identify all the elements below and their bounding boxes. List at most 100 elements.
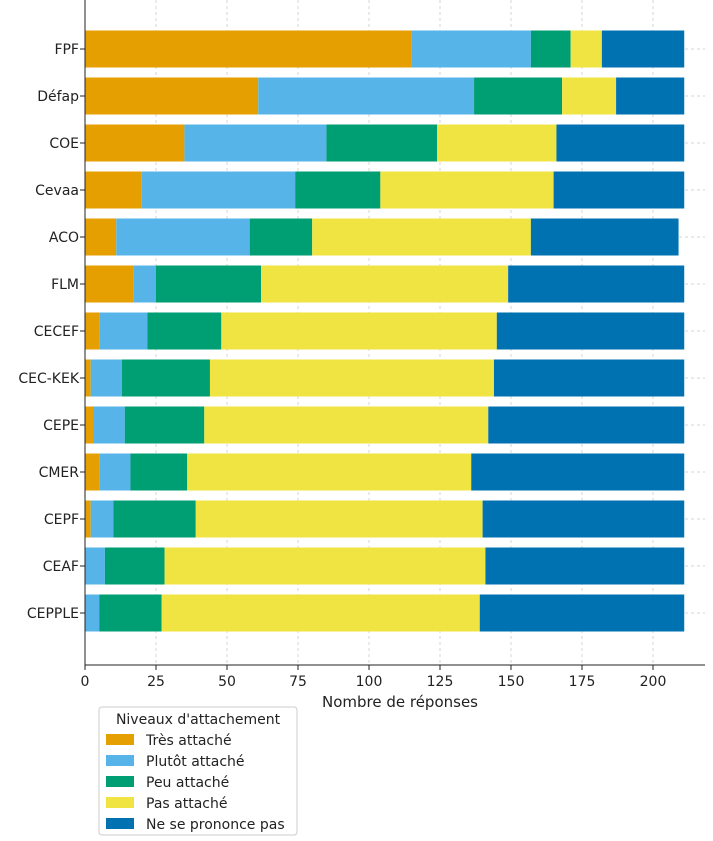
bars <box>85 30 685 632</box>
legend: Niveaux d'attachement Très attaché Plutôt… <box>98 706 298 836</box>
y-tick-label: CMER <box>39 465 80 481</box>
bar-segment <box>121 359 210 397</box>
bar-segment <box>474 77 563 115</box>
bar-segment <box>479 594 685 632</box>
bar-segment <box>161 594 480 632</box>
bar-segment <box>209 359 494 397</box>
bar-segment <box>411 30 531 68</box>
bar-segment <box>90 500 114 538</box>
bar-segment <box>496 312 685 350</box>
bar-segment <box>471 453 685 491</box>
y-tick-label: Défap <box>37 89 79 105</box>
legend-swatch <box>106 755 134 766</box>
bar-segment <box>93 406 125 444</box>
y-tick-label: CEPPLE <box>27 606 79 622</box>
x-tick-label: 175 <box>569 674 596 690</box>
bar-segment <box>85 359 91 397</box>
bar-segment <box>85 30 412 68</box>
x-tick-label: 200 <box>640 674 667 690</box>
legend-label: Plutôt attaché <box>146 754 245 770</box>
bar-segment <box>221 312 497 350</box>
bar-segment <box>204 406 489 444</box>
x-tick-label: 75 <box>289 674 307 690</box>
bar-segment <box>141 171 296 209</box>
y-tick-label: CEC-KEK <box>18 371 79 387</box>
bar-segment <box>147 312 222 350</box>
bar-segment <box>380 171 554 209</box>
bar-segment <box>195 500 483 538</box>
bar-segment <box>85 312 100 350</box>
legend-box <box>98 706 298 836</box>
bar-segment <box>164 547 486 585</box>
bar-segment <box>124 406 205 444</box>
bar-segment <box>133 265 156 303</box>
y-tick-label: FLM <box>51 277 79 293</box>
bar-segment <box>601 30 685 68</box>
legend-swatch <box>106 797 134 808</box>
axes: FPF Défap COE Cevaa ACO FLM CECEF CEC-KEK CEPE CM… <box>18 0 705 690</box>
bar-segment <box>482 500 685 538</box>
bar-segment <box>130 453 188 491</box>
bar-segment <box>616 77 685 115</box>
bar-segment <box>85 218 117 256</box>
bar-segment <box>485 547 685 585</box>
x-tick-label: 125 <box>427 674 454 690</box>
bar-segment <box>104 547 165 585</box>
legend-swatch <box>106 734 134 745</box>
bar-segment <box>156 265 262 303</box>
bar-segment <box>99 594 162 632</box>
legend-swatch <box>106 776 134 787</box>
legend-label: Très attaché <box>145 733 232 749</box>
bar-segment <box>249 218 313 256</box>
bar-segment <box>295 171 381 209</box>
bar-segment <box>556 124 685 162</box>
legend-title: Niveaux d'attachement <box>116 712 281 728</box>
bar-segment <box>437 124 557 162</box>
bar-segment <box>258 77 475 115</box>
bar-segment <box>312 218 531 256</box>
legend-swatch <box>106 818 134 829</box>
y-tick-label: COE <box>49 136 79 152</box>
x-tick-label: 100 <box>356 674 383 690</box>
bar-segment <box>530 218 679 256</box>
bar-segment <box>261 265 509 303</box>
legend-items: Très attaché Plutôt attaché Peu attaché Pas… <box>106 733 285 833</box>
bar-segment <box>326 124 438 162</box>
bar-segment <box>85 124 185 162</box>
bar-segment <box>187 453 472 491</box>
legend-label: Pas attaché <box>146 796 227 812</box>
bar-segment <box>488 406 685 444</box>
bar-segment <box>85 453 100 491</box>
legend-label: Ne se prononce pas <box>146 817 285 833</box>
x-tick-label: 150 <box>498 674 525 690</box>
y-tick-label: FPF <box>54 42 79 58</box>
bar-segment <box>493 359 685 397</box>
bar-segment <box>85 77 259 115</box>
y-tick-label: CEPE <box>43 418 79 434</box>
bar-segment <box>530 30 571 68</box>
x-tick-label: 50 <box>218 674 236 690</box>
bar-segment <box>85 171 142 209</box>
x-axis-title: Nombre de réponses <box>322 693 478 711</box>
bar-segment <box>508 265 685 303</box>
bar-segment <box>85 406 94 444</box>
bar-segment <box>85 594 100 632</box>
y-tick-label: CEPF <box>44 512 79 528</box>
bar-segment <box>85 547 105 585</box>
legend-label: Peu attaché <box>146 775 229 791</box>
bar-segment <box>99 312 148 350</box>
x-tick-label: 25 <box>147 674 165 690</box>
bar-segment <box>116 218 250 256</box>
y-tick-label: Cevaa <box>35 183 79 199</box>
bar-segment <box>570 30 602 68</box>
bar-segment <box>85 265 134 303</box>
bar-segment <box>113 500 196 538</box>
y-tick-label: CECEF <box>34 324 79 340</box>
bar-segment <box>553 171 685 209</box>
y-tick-label: ACO <box>49 230 79 246</box>
x-tick-label: 0 <box>81 674 90 690</box>
bar-segment <box>184 124 327 162</box>
bar-segment <box>90 359 122 397</box>
bar-segment <box>562 77 617 115</box>
